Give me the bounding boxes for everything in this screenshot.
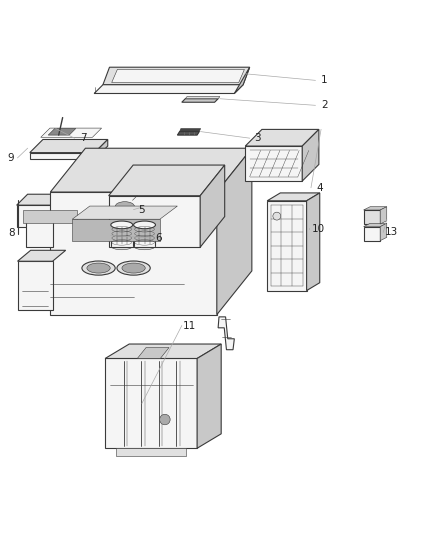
Text: 1: 1 bbox=[321, 75, 328, 85]
Ellipse shape bbox=[110, 199, 140, 214]
Polygon shape bbox=[217, 148, 252, 314]
Text: 7: 7 bbox=[80, 133, 87, 143]
Polygon shape bbox=[81, 194, 92, 227]
Polygon shape bbox=[380, 223, 387, 241]
Text: 2: 2 bbox=[321, 100, 328, 110]
Text: 13: 13 bbox=[385, 228, 398, 237]
Polygon shape bbox=[18, 251, 66, 261]
Polygon shape bbox=[41, 128, 102, 138]
Ellipse shape bbox=[111, 221, 133, 229]
Polygon shape bbox=[182, 99, 218, 102]
Polygon shape bbox=[267, 193, 320, 201]
Ellipse shape bbox=[117, 261, 150, 275]
Polygon shape bbox=[17, 205, 81, 227]
Polygon shape bbox=[72, 206, 177, 219]
Polygon shape bbox=[177, 132, 199, 135]
Polygon shape bbox=[364, 210, 380, 224]
Polygon shape bbox=[95, 140, 108, 159]
Polygon shape bbox=[218, 317, 234, 350]
Polygon shape bbox=[109, 165, 225, 196]
Polygon shape bbox=[103, 67, 250, 85]
Ellipse shape bbox=[273, 212, 281, 220]
Text: 9: 9 bbox=[7, 153, 14, 163]
Polygon shape bbox=[30, 140, 108, 152]
Polygon shape bbox=[302, 130, 319, 181]
Polygon shape bbox=[245, 130, 319, 146]
Polygon shape bbox=[116, 448, 186, 456]
Ellipse shape bbox=[115, 201, 134, 211]
Ellipse shape bbox=[87, 263, 110, 273]
Text: 10: 10 bbox=[312, 224, 325, 235]
Text: 3: 3 bbox=[254, 133, 261, 143]
Ellipse shape bbox=[134, 242, 155, 250]
Polygon shape bbox=[380, 207, 387, 224]
Text: 8: 8 bbox=[8, 228, 15, 238]
Polygon shape bbox=[94, 85, 243, 93]
Polygon shape bbox=[137, 348, 169, 359]
Polygon shape bbox=[364, 207, 387, 210]
Ellipse shape bbox=[111, 242, 133, 250]
Polygon shape bbox=[200, 165, 225, 247]
Polygon shape bbox=[364, 227, 380, 241]
Polygon shape bbox=[185, 96, 220, 99]
Text: 11: 11 bbox=[183, 321, 196, 330]
Polygon shape bbox=[17, 194, 92, 205]
Polygon shape bbox=[105, 359, 197, 448]
Polygon shape bbox=[23, 209, 77, 223]
Ellipse shape bbox=[82, 261, 115, 275]
Polygon shape bbox=[267, 201, 307, 290]
Polygon shape bbox=[307, 193, 320, 290]
Polygon shape bbox=[105, 344, 221, 359]
Ellipse shape bbox=[134, 221, 155, 229]
Polygon shape bbox=[18, 261, 53, 310]
Polygon shape bbox=[109, 196, 200, 247]
Text: 6: 6 bbox=[155, 233, 162, 243]
Polygon shape bbox=[50, 148, 252, 192]
Text: 5: 5 bbox=[138, 205, 145, 215]
Polygon shape bbox=[112, 69, 244, 83]
Polygon shape bbox=[30, 152, 95, 159]
Polygon shape bbox=[50, 192, 217, 314]
Polygon shape bbox=[364, 223, 387, 227]
Polygon shape bbox=[180, 128, 201, 132]
Polygon shape bbox=[245, 146, 302, 181]
Polygon shape bbox=[48, 128, 76, 135]
Polygon shape bbox=[72, 219, 160, 241]
Ellipse shape bbox=[122, 263, 145, 273]
Text: 4: 4 bbox=[316, 183, 323, 192]
Polygon shape bbox=[197, 344, 221, 448]
Polygon shape bbox=[234, 67, 250, 93]
Polygon shape bbox=[26, 212, 53, 247]
Circle shape bbox=[159, 414, 170, 425]
